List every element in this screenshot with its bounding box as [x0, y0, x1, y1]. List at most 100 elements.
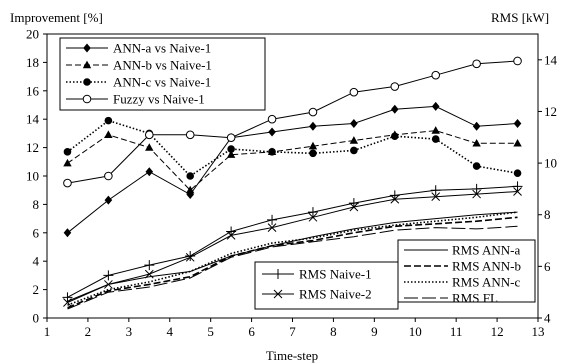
data-point-marker	[104, 130, 113, 139]
legend-bottom-center: RMS Naive-1 RMS Naive-2	[254, 261, 399, 310]
data-point-marker	[63, 148, 72, 156]
data-point-marker	[431, 135, 440, 143]
data-point-marker	[63, 158, 72, 167]
data-point-marker	[267, 223, 277, 232]
legend-item: RMS ANN-a	[404, 243, 520, 258]
data-point-marker	[104, 280, 113, 289]
x-tick-label: 3	[126, 324, 133, 339]
data-point-marker	[390, 194, 400, 204]
legend-item: ANN-a vs Naive-1	[66, 41, 211, 56]
series-layer	[62, 56, 523, 310]
y-right-tick-label: 4	[544, 311, 551, 326]
data-point-marker	[103, 270, 114, 281]
legend-label: RMS Naive-1	[299, 267, 372, 282]
legend-item: RMS Naive-2	[262, 287, 372, 302]
series-line	[67, 211, 518, 306]
data-point-marker	[308, 212, 318, 222]
series-line	[67, 60, 518, 184]
y-left-tick-label: 18	[26, 55, 39, 70]
x-tick-label: 11	[450, 324, 463, 339]
x-axis-label: Time-step	[266, 348, 318, 363]
legend-box	[59, 37, 266, 111]
data-point-marker	[62, 292, 73, 303]
data-point-marker	[268, 148, 276, 156]
data-point-marker	[430, 185, 441, 196]
legend-label: ANN-b vs Naive-1	[113, 58, 212, 73]
data-point-marker	[349, 202, 359, 212]
data-point-marker	[144, 269, 154, 279]
y-left-tick-label: 12	[26, 140, 39, 155]
series-ann-c-vs-naive-1	[63, 116, 522, 180]
y-left-tick-label: 6	[33, 225, 40, 240]
data-point-marker	[226, 231, 236, 240]
data-point-marker	[471, 183, 482, 194]
series-line	[67, 191, 518, 303]
data-point-marker	[185, 252, 195, 262]
data-point-marker	[513, 138, 522, 147]
data-point-marker	[145, 167, 154, 177]
data-point-marker	[268, 127, 276, 137]
legend-label: ANN-a vs Naive-1	[113, 41, 211, 56]
data-point-marker	[145, 143, 154, 151]
data-point-marker	[472, 162, 481, 170]
y-right-tick-label: 6	[544, 259, 551, 274]
legend-label: RMS ANN-c	[452, 275, 520, 290]
data-point-marker	[512, 181, 523, 192]
legend-layer: ANN-a vs Naive-1 ANN-b vs Naive-1 ANN-c vs…	[59, 37, 536, 310]
series-line	[67, 119, 518, 178]
data-point-marker	[431, 70, 441, 80]
data-point-marker	[104, 116, 113, 125]
x-tick-label: 10	[409, 324, 422, 339]
data-point-marker	[226, 133, 236, 142]
legend-label: ANN-c vs Naive-1	[113, 75, 211, 90]
series-rms-naive-2	[63, 187, 522, 307]
data-point-marker	[309, 121, 317, 131]
data-point-marker	[226, 150, 236, 158]
data-point-marker	[513, 56, 522, 66]
x-tick-label: 5	[207, 324, 214, 339]
legend-item: ANN-c vs Naive-1	[66, 75, 211, 90]
data-point-marker	[349, 87, 359, 97]
series-rms-fl	[67, 225, 518, 310]
data-point-marker	[472, 59, 481, 69]
data-point-marker	[267, 114, 277, 124]
y-left-tick-label: 8	[33, 197, 40, 212]
data-point-marker	[472, 189, 481, 199]
data-point-marker	[308, 141, 318, 150]
data-point-marker	[349, 136, 359, 144]
x-tick-label: 1	[44, 324, 51, 339]
legend-label: RMS Naive-2	[299, 287, 372, 302]
data-point-marker	[350, 118, 358, 128]
legend-label: Fuzzy vs Naive-1	[113, 92, 205, 107]
x-tick-label: 6	[248, 324, 255, 339]
y-axis-label-left: Improvement [%]	[10, 10, 103, 25]
data-point-marker	[513, 169, 522, 177]
y-left-tick-label: 4	[33, 254, 40, 269]
data-point-marker	[390, 132, 399, 141]
data-point-marker	[472, 121, 481, 131]
series-fuzzy-vs-naive-1	[63, 56, 522, 188]
series-line	[67, 225, 518, 310]
data-point-marker	[144, 260, 155, 271]
data-point-marker	[431, 192, 441, 202]
data-point-marker	[350, 146, 358, 155]
data-point-marker	[185, 130, 195, 140]
data-point-marker	[390, 104, 399, 114]
data-point-marker	[82, 94, 92, 104]
y-axis-label-right: RMS [kW]	[491, 10, 549, 25]
data-point-marker	[273, 269, 283, 279]
y-right-tick-label: 14	[544, 52, 558, 67]
legend-label: RMS FL	[452, 291, 498, 306]
data-point-marker	[63, 178, 72, 188]
y-left-tick-label: 0	[33, 311, 40, 326]
data-point-marker	[83, 78, 91, 86]
x-tick-label: 12	[491, 324, 504, 339]
data-point-marker	[227, 145, 235, 153]
legend-top-left: ANN-a vs Naive-1 ANN-b vs Naive-1 ANN-c vs…	[59, 37, 266, 111]
data-point-marker	[472, 138, 481, 147]
series-line	[67, 105, 518, 234]
data-point-marker	[513, 187, 522, 196]
series-line	[67, 216, 518, 309]
data-point-marker	[431, 126, 440, 134]
